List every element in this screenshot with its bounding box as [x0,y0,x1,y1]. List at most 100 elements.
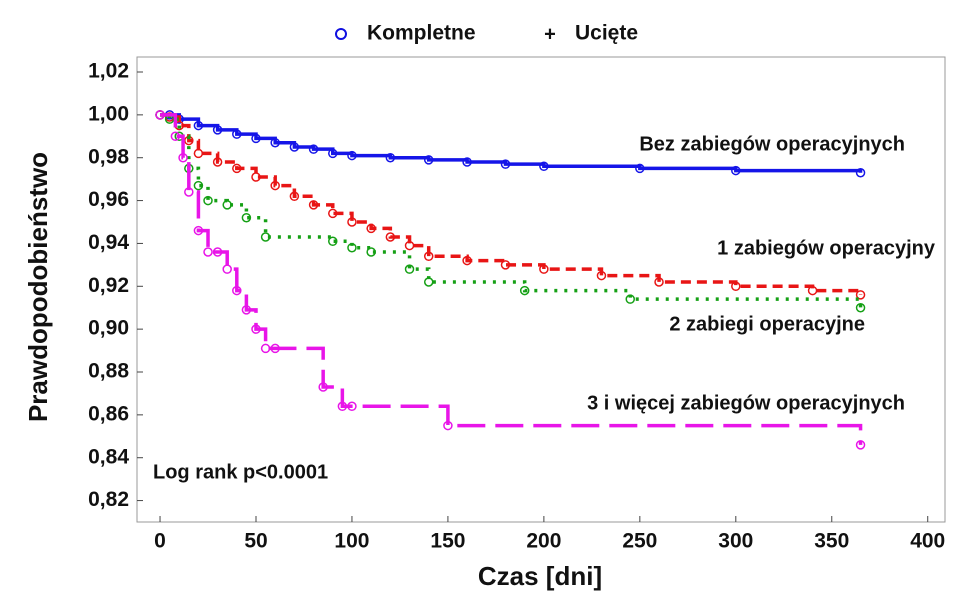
y-tick-label: 0,92 [88,274,129,297]
event-marker [193,148,204,159]
event-marker [654,277,664,287]
event-marker [328,208,338,219]
event-marker [539,161,549,172]
event-marker [855,290,866,300]
legend-label: Kompletne [367,22,476,45]
event-marker [328,236,338,247]
x-tick-label: 300 [718,530,753,553]
event-marker [366,223,376,234]
y-tick-label: 0,98 [88,145,129,168]
event-marker [625,294,635,304]
event-marker [251,172,261,182]
event-marker [855,302,866,313]
y-tick-label: 1,02 [88,60,129,83]
event-marker [222,264,232,274]
x-tick-label: 0 [154,530,166,553]
event-marker [539,264,549,274]
event-marker [184,187,194,197]
event-marker [193,180,204,191]
event-marker [423,277,434,287]
event-marker [251,324,261,334]
event-marker [347,401,357,412]
event-marker [193,120,204,131]
event-marker [404,264,415,274]
event-marker [855,167,866,178]
event-marker [423,251,434,262]
x-tick-label: 400 [910,530,945,553]
x-tick-label: 150 [430,530,465,553]
event-marker [289,142,300,152]
series-label: 3 i więcej zabiegów operacyjnych [587,392,905,414]
event-marker [289,191,300,202]
event-marker [178,152,188,163]
x-tick-label: 250 [622,530,657,553]
event-marker [443,420,453,431]
event-marker [260,343,271,354]
event-marker [155,110,165,120]
y-tick-label: 0,90 [88,317,129,340]
event-marker [404,240,415,251]
event-marker [232,163,242,174]
y-tick-label: 0,88 [88,360,129,383]
event-marker [500,260,511,270]
event-marker [366,247,376,257]
event-marker [203,195,213,206]
x-tick-label: 50 [244,530,267,553]
legend-plus: + [544,23,556,45]
event-marker [241,212,252,223]
annotation: Log rank p<0.0001 [153,461,328,483]
survival-line [160,113,863,445]
event-marker [203,247,213,257]
event-marker [731,281,741,292]
legend-circle [335,28,347,40]
event-marker [519,285,530,296]
x-axis-label: Czas [dni] [478,561,602,591]
event-marker [251,133,261,144]
event-marker [731,165,741,176]
y-tick-label: 1,00 [88,102,129,125]
y-tick-label: 0,96 [88,188,129,211]
x-tick-label: 100 [334,530,369,553]
y-tick-label: 0,86 [88,402,129,425]
event-marker [337,401,348,412]
event-marker [212,125,223,135]
event-marker [423,155,434,165]
event-marker [212,157,223,167]
event-marker [270,137,280,148]
event-marker [500,159,511,169]
legend-label: Ucięte [575,22,638,45]
y-tick-label: 0,82 [88,488,129,511]
event-marker [635,163,645,174]
series-label: 2 zabiegi operacyjne [669,313,865,335]
event-marker [241,305,252,315]
event-marker [232,285,242,296]
event-marker [193,225,204,236]
event-marker [462,157,472,167]
event-marker [855,440,866,450]
event-marker [462,255,472,266]
y-axis-label: Prawdopodobieństwo [23,152,53,422]
y-tick-label: 0,84 [88,445,129,468]
event-marker [385,232,396,242]
event-marker [347,217,357,227]
event-marker [385,152,396,163]
event-marker [270,180,280,191]
event-marker [318,382,328,392]
x-tick-label: 200 [526,530,561,553]
event-marker [170,131,181,142]
event-marker [270,343,280,354]
series-label: Bez zabiegów operacyjnych [639,133,905,155]
event-marker [347,150,357,161]
event-marker [222,200,232,210]
event-marker [807,285,818,296]
event-marker [347,242,357,253]
event-marker [596,270,607,281]
survival-line [160,113,863,308]
event-marker [260,232,271,242]
event-marker [232,129,242,139]
series-label: 1 zabiegów operacyjny [717,237,936,259]
event-marker [308,144,319,154]
event-marker [328,148,338,159]
plot-frame [136,56,946,523]
